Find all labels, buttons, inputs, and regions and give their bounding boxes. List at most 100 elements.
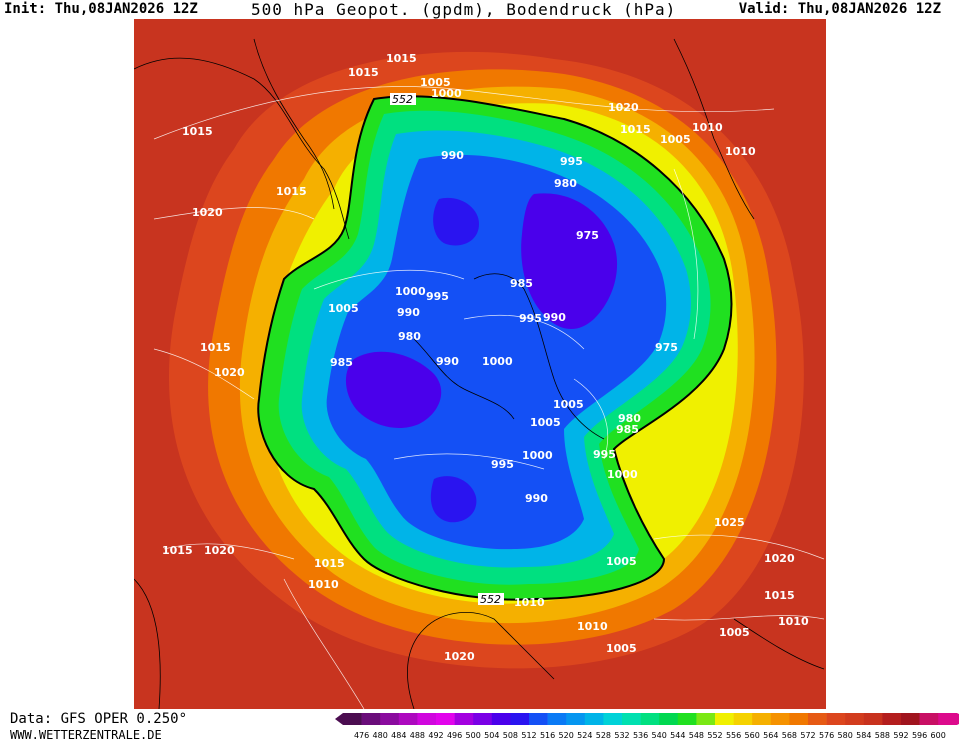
scale-label-484: 484 [391,731,406,740]
low-north [433,197,479,246]
pressure-label-p7: 1010 [692,121,723,134]
pressure-label-p34: 1005 [530,416,561,429]
scale-swatch-7 [473,713,493,725]
scale-swatch-9 [510,713,530,725]
scale-labels: 476 480 484 488 492 496 500 504 508 512 516 520 524 5… [354,731,946,740]
scale-label-572: 572 [800,731,815,740]
pressure-label-p14: 1015 [276,185,307,198]
scale-label-528: 528 [596,731,611,740]
scale-swatch-13 [584,713,604,725]
pressure-label-p25: 975 [655,341,678,354]
pressure-label-p6: 1015 [620,123,651,136]
scale-swatch-6 [454,713,474,725]
scale-label-564: 564 [763,731,778,740]
scale-label-492: 492 [428,731,443,740]
scale-label-552: 552 [707,731,722,740]
scale-label-560: 560 [745,731,760,740]
pressure-label-p44: 1015 [314,557,345,570]
pressure-label-p11: 990 [441,149,464,162]
scale-label-504: 504 [484,731,499,740]
pressure-label-p5: 1020 [608,101,639,114]
scale-swatch-30 [901,713,920,725]
pressure-label-p8: 1005 [660,133,691,146]
pressure-label-p12: 995 [560,155,583,168]
scale-swatch-16 [640,713,660,725]
pressure-label-p10: 1015 [182,125,213,138]
scale-swatch-5 [436,713,455,725]
pressure-label-p32: 980 [618,412,641,425]
scale-label-524: 524 [577,731,592,740]
pressure-label-p21: 990 [397,306,420,319]
scale-label-584: 584 [856,731,871,740]
valid-time: Valid: Thu,08JAN2026 12Z [738,1,941,17]
coastlines [134,38,825,709]
scale-swatch-17 [659,713,679,725]
scale-label-476: 476 [354,731,369,740]
scale-swatch-32 [938,713,958,725]
scale-label-556: 556 [726,731,741,740]
scale-swatch-24 [789,713,809,725]
data-source: Data: GFS OPER 0.250° [10,711,188,727]
pressure-label-p39: 990 [525,492,548,505]
low-south [430,476,477,523]
scale-swatch-31 [919,713,939,725]
scale-label-516: 516 [540,731,555,740]
pressure-label-p19: 995 [426,290,449,303]
scale-label-496: 496 [447,731,462,740]
scale-label-488: 488 [410,731,425,740]
pressure-label-p31: 1005 [553,398,584,411]
init-time: Init: Thu,08JAN2026 12Z [4,1,198,17]
pressure-label-p15: 975 [576,229,599,242]
scale-swatch-26 [826,713,846,725]
pressure-label-p36: 995 [593,448,616,461]
pressure-label-p46: 1005 [606,555,637,568]
scale-label-480: 480 [373,731,388,740]
scale-right-arrow [956,713,959,725]
scale-swatch-12 [566,713,586,725]
scale-swatch-27 [845,713,865,725]
scale-label-540: 540 [652,731,667,740]
scale-label-508: 508 [503,731,518,740]
pressure-label-p43: 1020 [764,552,795,565]
scale-swatch-20 [715,713,734,725]
contour-552-label-1: 552 [480,593,501,606]
pressure-label-p45: 1010 [308,578,339,591]
pressure-label-p2: 1015 [348,66,379,79]
contour-552-labels: 552 552 [390,93,504,606]
scale-swatch-11 [547,713,567,725]
pressure-label-p30: 1020 [214,366,245,379]
pressure-label-p40: 1025 [714,516,745,529]
scale-swatch-4 [417,713,437,725]
website-credit: WWW.WETTERZENTRALE.DE [10,728,162,742]
map-title: 500 hPa Geopot. (gpdm), Bodendruck (hPa) [251,0,677,19]
scale-swatch-14 [603,713,623,725]
pressure-label-p13: 980 [554,177,577,190]
scale-swatch-8 [491,713,511,725]
scale-swatches [335,713,959,725]
scale-swatch-18 [677,713,697,725]
pressure-label-p1: 1015 [386,52,417,65]
pressure-label-p48: 1015 [764,589,795,602]
scale-label-536: 536 [633,731,648,740]
pressure-label-p37: 995 [491,458,514,471]
scale-label-596: 596 [912,731,927,740]
contour-552-label-0: 552 [392,93,413,106]
scale-swatch-19 [696,713,716,725]
scale-left-arrow [335,713,343,725]
pressure-label-p18: 1000 [395,285,426,298]
scale-label-544: 544 [670,731,685,740]
pressure-label-p53: 1020 [444,650,475,663]
color-scale: 476 480 484 488 492 496 500 504 508 512 516 520 524 5… [335,713,959,740]
pressure-label-p47: 1010 [514,596,545,609]
scale-swatch-22 [752,713,772,725]
pressure-label-p20: 1005 [328,302,359,315]
scale-swatch-21 [733,713,753,725]
scale-swatch-25 [808,713,827,725]
scale-swatch-28 [863,713,883,725]
pressure-label-p27: 985 [330,356,353,369]
scale-label-600: 600 [931,731,946,740]
isobars [153,86,825,709]
scale-swatch-10 [529,713,548,725]
